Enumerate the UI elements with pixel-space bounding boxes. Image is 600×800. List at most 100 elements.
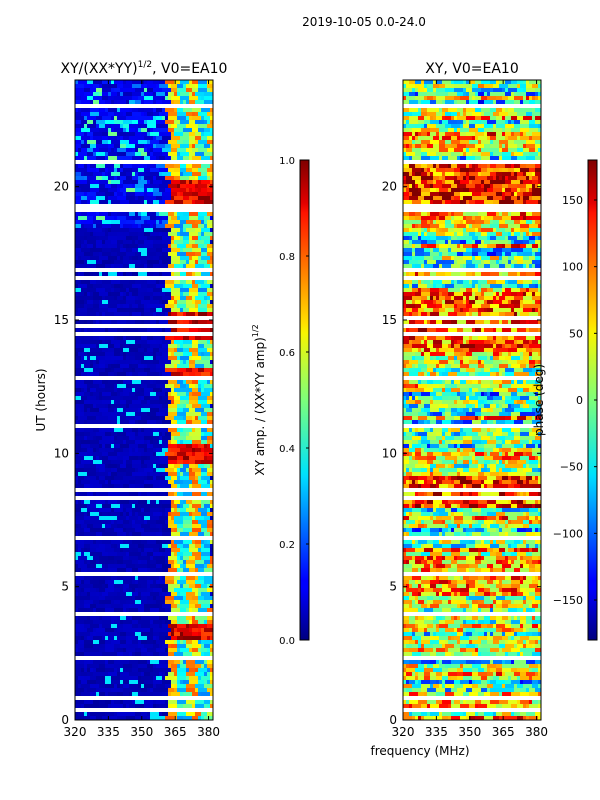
heatmap-cell <box>436 244 440 249</box>
heatmap-cell <box>204 368 213 373</box>
heatmap-cell <box>165 672 169 677</box>
heatmap-cell <box>424 280 431 285</box>
heatmap-cell <box>415 236 419 241</box>
heatmap-cell <box>117 716 127 720</box>
heatmap-cell <box>123 96 133 101</box>
heatmap-cell <box>448 236 452 241</box>
heatmap-cell <box>87 504 97 509</box>
heatmap-cell <box>141 508 145 513</box>
heatmap-cell <box>156 640 166 645</box>
heatmap-cell <box>171 420 178 425</box>
heatmap-cell <box>466 120 470 125</box>
heatmap-cell <box>511 212 521 217</box>
heatmap-cell <box>460 140 470 145</box>
heatmap-cell <box>138 592 142 597</box>
heatmap-cell <box>472 356 479 361</box>
heatmap-cell <box>454 296 464 301</box>
heatmap-cell <box>186 660 196 665</box>
heatmap-cell <box>442 372 449 377</box>
heatmap-cell <box>403 220 413 225</box>
heatmap-cell <box>174 580 178 585</box>
heatmap-cell <box>114 580 124 585</box>
heatmap-cell <box>126 336 136 341</box>
heatmap-cell <box>87 240 97 245</box>
heatmap-cell <box>418 312 422 317</box>
heatmap-cell <box>403 148 407 153</box>
heatmap-cell <box>135 384 142 389</box>
heatmap-cell <box>409 240 413 245</box>
heatmap-cell <box>123 232 130 237</box>
heatmap-cell <box>78 476 85 481</box>
heatmap-cell <box>96 436 103 441</box>
heatmap-cell <box>141 464 148 469</box>
heatmap-cell <box>475 184 482 189</box>
heatmap-cell <box>135 356 145 361</box>
heatmap-cell <box>192 448 196 453</box>
heatmap-cell <box>105 588 115 593</box>
heatmap-cell <box>129 100 136 105</box>
heatmap-cell <box>189 144 193 149</box>
heatmap-cell <box>472 288 479 293</box>
heatmap-cell <box>84 164 88 169</box>
heatmap-cell <box>138 108 145 113</box>
heatmap-cell <box>204 200 213 205</box>
heatmap-cell <box>114 596 124 601</box>
heatmap-cell <box>448 248 452 253</box>
heatmap-cell <box>147 500 151 505</box>
heatmap-cell <box>174 292 181 297</box>
heatmap-cell <box>159 344 163 349</box>
heatmap-cell <box>132 368 136 373</box>
heatmap-cell <box>93 540 97 545</box>
heatmap-cell <box>114 216 118 221</box>
heatmap-cell <box>523 132 527 137</box>
heatmap-cell <box>532 192 541 197</box>
heatmap-cell <box>177 328 181 333</box>
heatmap-cell <box>189 80 193 85</box>
heatmap-cell <box>508 140 515 145</box>
heatmap-cell <box>207 464 211 469</box>
heatmap-cell <box>177 672 187 677</box>
heatmap-cell <box>442 172 446 177</box>
heatmap-cell <box>159 80 166 85</box>
heatmap-cell <box>105 340 112 345</box>
heatmap-cell <box>126 652 130 657</box>
heatmap-cell <box>424 308 434 313</box>
heatmap-cell <box>505 196 512 201</box>
heatmap-cell <box>105 444 112 449</box>
heatmap-cell <box>201 96 205 101</box>
heatmap-cell <box>153 196 157 201</box>
heatmap-cell <box>144 704 151 709</box>
heatmap-cell <box>144 460 148 465</box>
heatmap-cell <box>451 136 458 141</box>
heatmap-cell <box>159 484 166 489</box>
heatmap-cell <box>141 648 148 653</box>
heatmap-cell <box>78 480 82 485</box>
heatmap-cell <box>409 228 413 233</box>
heatmap-cell <box>105 264 112 269</box>
heatmap-cell <box>153 176 157 181</box>
heatmap-cell <box>493 176 497 181</box>
heatmap-cell <box>75 172 82 177</box>
heatmap-cell <box>210 700 213 705</box>
heatmap-cell <box>505 188 512 193</box>
heatmap-cell <box>532 232 541 237</box>
heatmap-cell <box>192 196 199 201</box>
heatmap-cell <box>177 348 184 353</box>
heatmap-cell <box>174 432 181 437</box>
heatmap-cell <box>90 580 100 585</box>
heatmap-cell <box>123 524 133 529</box>
heatmap-cell <box>153 484 160 489</box>
heatmap-cell <box>493 356 500 361</box>
heatmap-cell <box>207 80 213 85</box>
heatmap-cell <box>162 540 172 545</box>
heatmap-cell <box>192 520 199 525</box>
heatmap-cell <box>412 200 422 205</box>
heatmap-cell <box>403 132 413 137</box>
heatmap-cell <box>126 588 130 593</box>
heatmap-cell <box>165 484 172 489</box>
heatmap-cell <box>147 568 151 573</box>
heatmap-cell <box>409 272 416 277</box>
heatmap-cell <box>123 428 133 433</box>
heatmap-cell <box>144 364 148 369</box>
heatmap-cell <box>168 124 172 129</box>
